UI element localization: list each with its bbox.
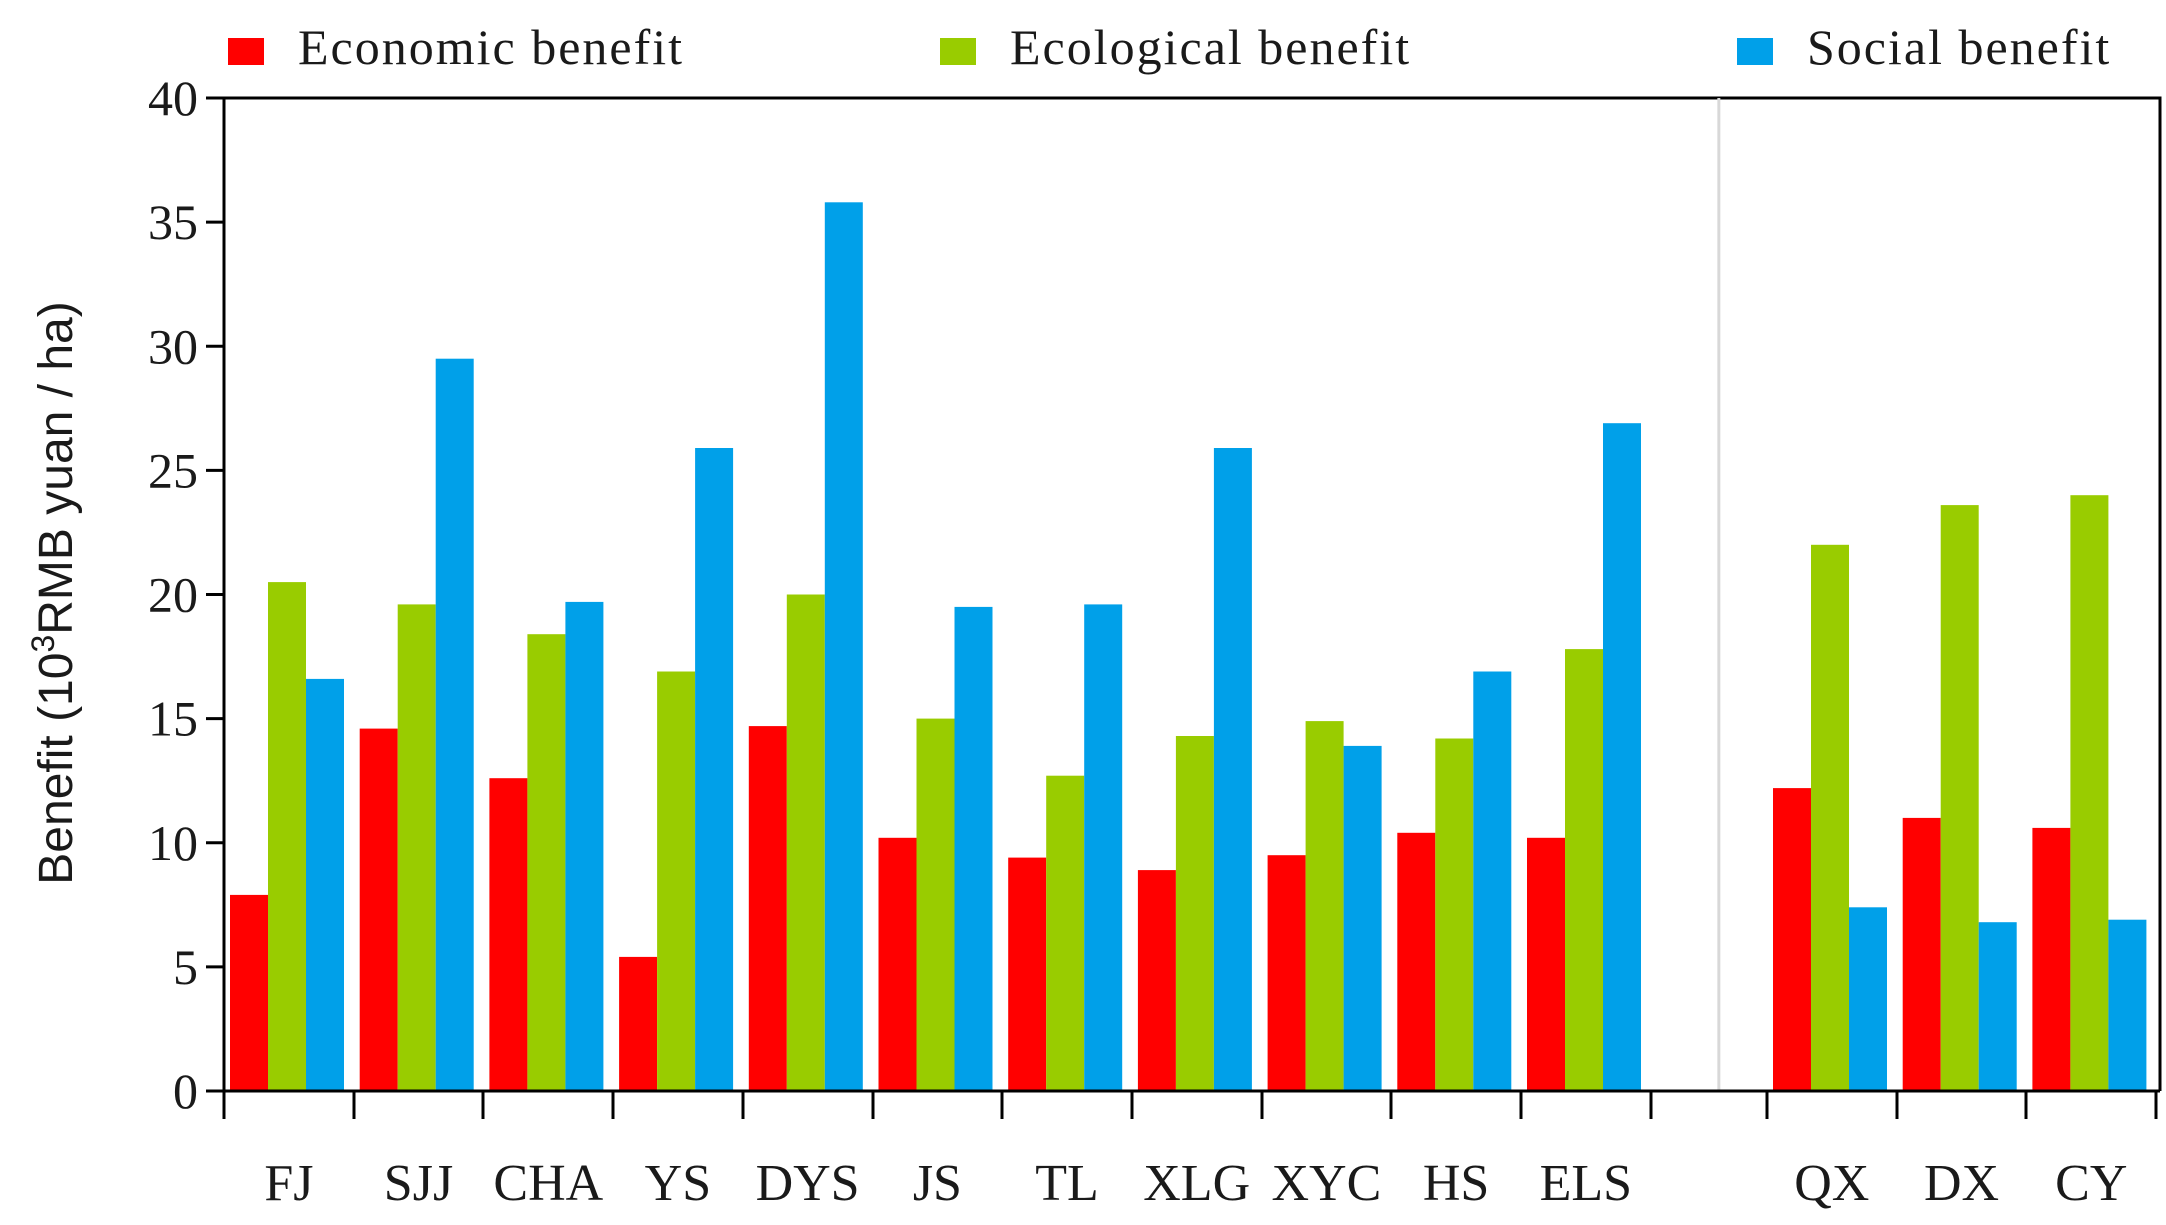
- y-tick-label: 30: [148, 318, 198, 374]
- bar-social-benefit-sjj: [435, 358, 474, 1091]
- y-tick-label: 40: [148, 70, 198, 126]
- category-label-qx: QX: [1794, 1155, 1869, 1212]
- bar-economic-benefit-hs: [1397, 832, 1436, 1091]
- bar-ecological-benefit-sjj: [397, 604, 436, 1091]
- bar-economic-benefit-xlg: [1137, 870, 1176, 1091]
- bar-ecological-benefit-xyc: [1305, 721, 1344, 1091]
- bar-economic-benefit-tl: [1008, 857, 1047, 1091]
- y-tick-label: 20: [148, 567, 198, 623]
- category-label-dx: DX: [1924, 1155, 1999, 1212]
- legend-swatch: [1737, 38, 1773, 65]
- bar-ecological-benefit-tl: [1046, 775, 1085, 1091]
- y-tick-label: 5: [173, 939, 198, 995]
- y-tick-label: 25: [148, 442, 198, 498]
- y-tick-label: 0: [173, 1063, 198, 1119]
- legend-swatch: [228, 38, 264, 65]
- category-label-xyc: XYC: [1272, 1155, 1382, 1212]
- bar-ecological-benefit-cy: [2070, 495, 2109, 1091]
- bar-economic-benefit-els: [1527, 837, 1565, 1091]
- bar-ecological-benefit-fj: [268, 582, 306, 1091]
- y-axis: 0 5 10 15 20 25 30 35 40: [148, 70, 224, 1119]
- x-axis: FJ SJJ CHA YS DYS JS TL XLG XYC HS ELS QX DX CY: [222, 1089, 2160, 1212]
- bar-social-benefit-fj: [306, 678, 344, 1091]
- y-axis-title: Benefit (103RMB yuan / ha): [25, 301, 83, 884]
- y-tick-label: 15: [148, 691, 198, 747]
- bar-ecological-benefit-xlg: [1175, 736, 1214, 1091]
- bar-economic-benefit-xyc: [1267, 855, 1306, 1091]
- category-label-cy: CY: [2055, 1155, 2127, 1212]
- plot-area: [222, 96, 2162, 1092]
- bar-ecological-benefit-ys: [657, 671, 696, 1091]
- bar-economic-benefit-dys: [748, 726, 787, 1091]
- legend-item-economic-benefit: Economic benefit: [228, 19, 684, 75]
- bar-economic-benefit-qx: [1773, 788, 1811, 1091]
- bar-economic-benefit-cy: [2032, 827, 2071, 1091]
- bar-ecological-benefit-dx: [1940, 505, 1979, 1092]
- category-label-xlg: XLG: [1143, 1155, 1250, 1212]
- bar-social-benefit-els: [1603, 423, 1641, 1091]
- bar-economic-benefit-sjj: [359, 728, 398, 1091]
- category-label-cha: CHA: [493, 1155, 603, 1212]
- category-label-tl: TL: [1035, 1155, 1099, 1212]
- legend-label: Economic benefit: [298, 19, 684, 75]
- y-tick-label: 10: [148, 815, 198, 871]
- bar-economic-benefit-fj: [230, 894, 268, 1091]
- bar-economic-benefit-dx: [1902, 817, 1941, 1091]
- category-label-sjj: SJJ: [384, 1155, 453, 1212]
- bar-social-benefit-ys: [695, 448, 734, 1091]
- bar-ecological-benefit-cha: [527, 634, 566, 1091]
- bar-ecological-benefit-js: [916, 718, 955, 1091]
- category-label-fj: FJ: [264, 1155, 313, 1212]
- y-tick-label: 35: [148, 194, 198, 250]
- bar-social-benefit-hs: [1473, 671, 1512, 1091]
- legend: Economic benefit Ecological benefit Social…: [228, 19, 2111, 75]
- bar-ecological-benefit-qx: [1811, 544, 1849, 1091]
- legend-label: Social benefit: [1807, 19, 2111, 75]
- legend-item-social-benefit: Social benefit: [1737, 19, 2111, 75]
- bar-social-benefit-dx: [1978, 922, 2017, 1091]
- bar-social-benefit-js: [954, 606, 993, 1091]
- bar-economic-benefit-js: [878, 837, 917, 1091]
- bar-ecological-benefit-hs: [1435, 738, 1474, 1091]
- bar-economic-benefit-ys: [619, 956, 658, 1091]
- category-label-hs: HS: [1423, 1155, 1489, 1212]
- category-label-els: ELS: [1540, 1155, 1632, 1212]
- bar-social-benefit-xyc: [1343, 745, 1382, 1091]
- bar-social-benefit-tl: [1084, 604, 1123, 1091]
- bar-ecological-benefit-dys: [786, 594, 825, 1091]
- category-label-ys: YS: [645, 1155, 711, 1212]
- category-label-dys: DYS: [756, 1155, 860, 1212]
- bar-social-benefit-xlg: [1213, 448, 1252, 1091]
- category-label-js: JS: [913, 1155, 962, 1212]
- bar-social-benefit-qx: [1849, 907, 1887, 1091]
- legend-label: Ecological benefit: [1010, 19, 1411, 75]
- legend-swatch: [940, 38, 976, 65]
- bar-social-benefit-cha: [565, 601, 604, 1091]
- legend-item-ecological-benefit: Ecological benefit: [940, 19, 1411, 75]
- bar-social-benefit-dys: [824, 202, 863, 1092]
- bar-economic-benefit-cha: [489, 778, 528, 1091]
- bar-ecological-benefit-els: [1565, 649, 1603, 1091]
- bar-social-benefit-cy: [2108, 919, 2147, 1091]
